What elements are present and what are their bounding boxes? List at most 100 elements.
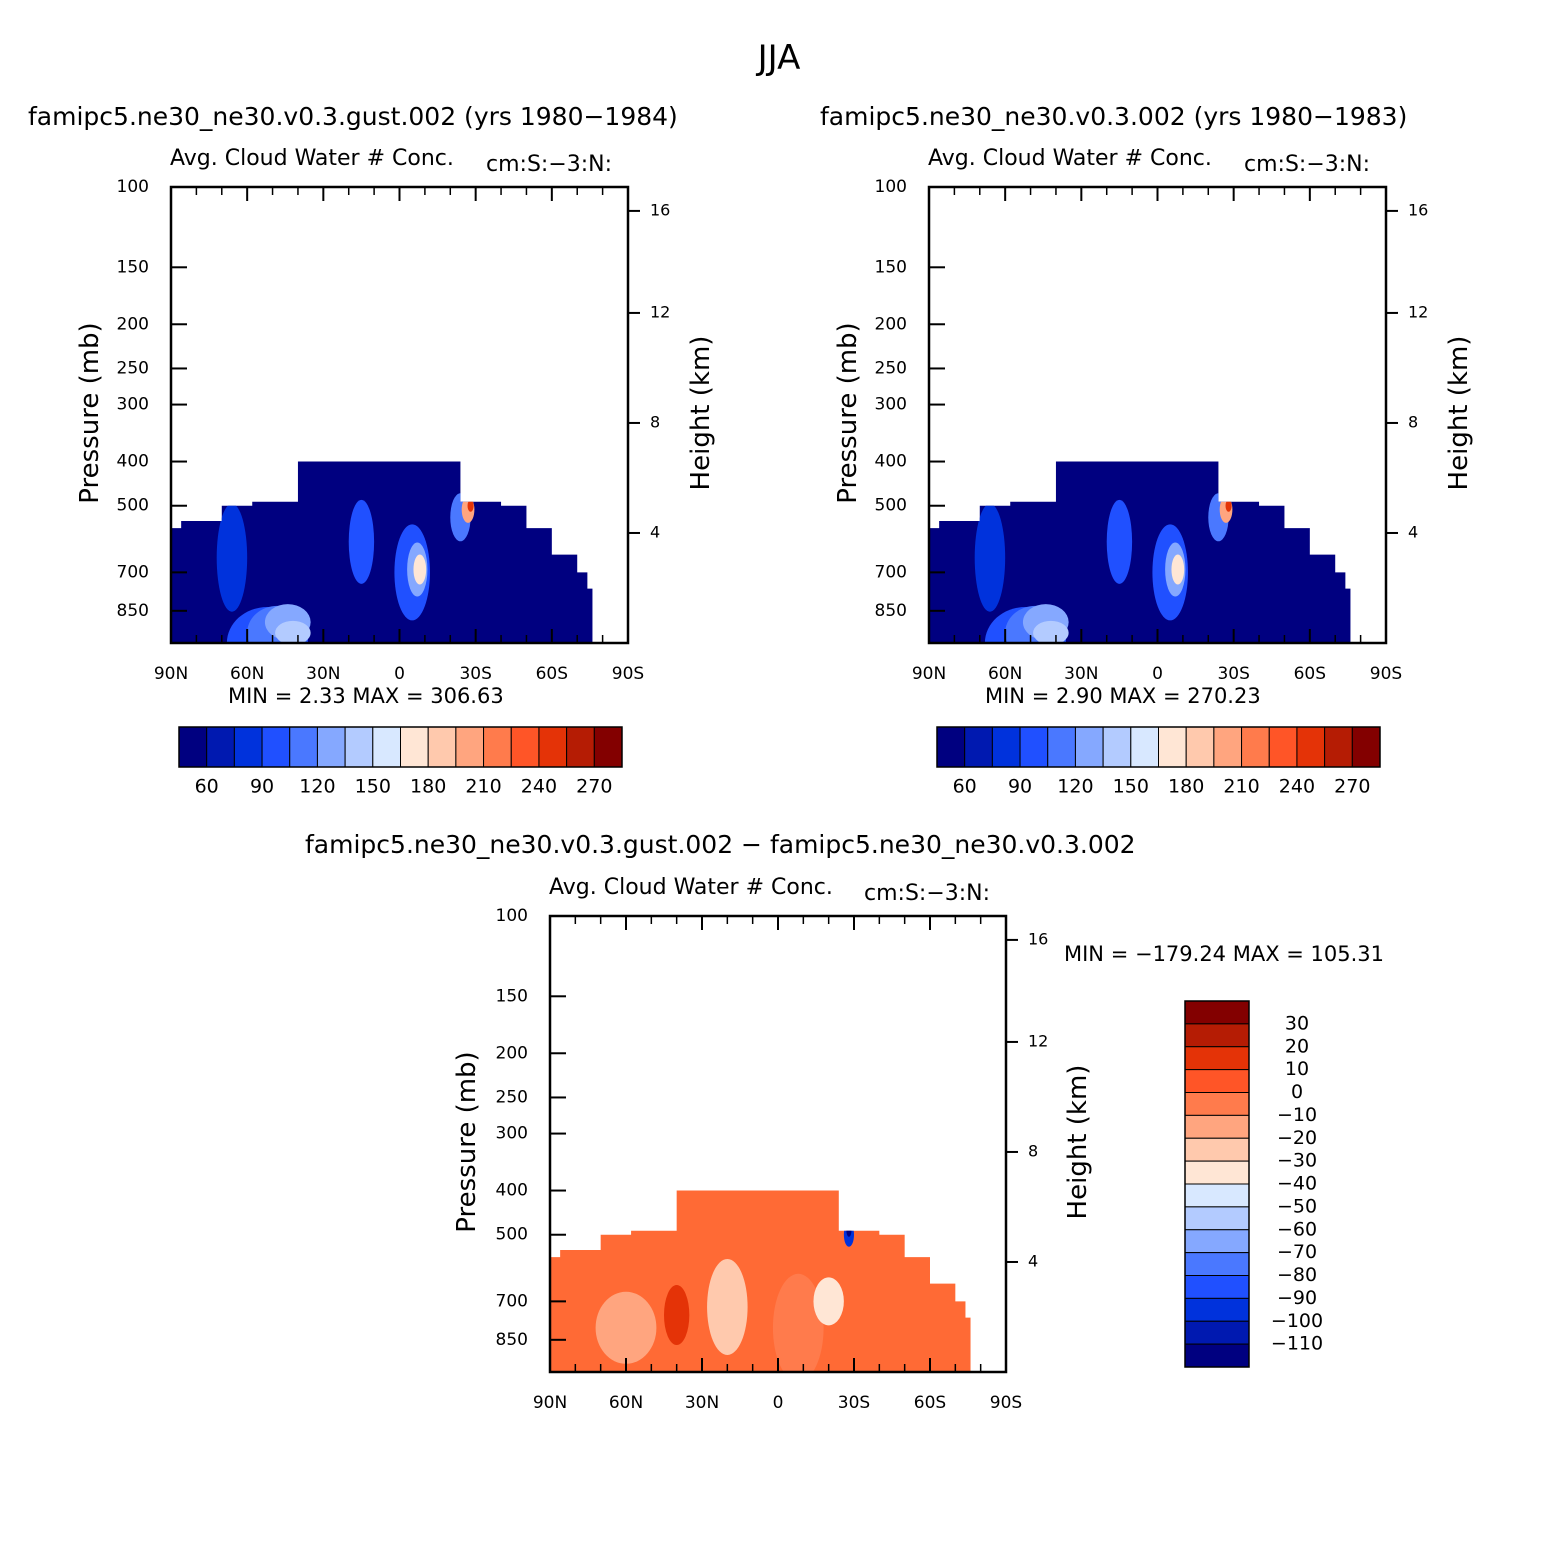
colorbar-2-swatch — [936, 726, 966, 768]
colorbar-1-swatch — [233, 726, 263, 768]
field-contour — [1033, 620, 1069, 643]
panel-1-field — [171, 461, 593, 643]
colorbar-label: −70 — [1277, 1241, 1317, 1263]
x-tick-label: 90S — [990, 1393, 1022, 1413]
colorbar-label: 240 — [1279, 776, 1315, 798]
colorbar-label: 90 — [250, 776, 274, 798]
y2-tick-label: 4 — [1408, 522, 1418, 541]
colorbar-2-swatch — [1074, 726, 1104, 768]
x-tick-label: 60N — [230, 664, 264, 684]
colorbar-1-frame — [178, 726, 623, 768]
y-tick-label: 100 — [496, 906, 528, 926]
colorbar-3-swatch — [1184, 1137, 1250, 1162]
field-contour — [348, 499, 375, 584]
page-title: JJA — [757, 38, 801, 78]
colorbar-3-swatch — [1184, 1114, 1250, 1139]
panel-3-ylabel-left: Pressure (mb) — [452, 1051, 482, 1233]
x-tick-label: 30N — [306, 664, 340, 684]
colorbar-1-swatch — [289, 726, 318, 768]
field-contour — [216, 503, 248, 612]
panel-1-units: cm:S:−3:N: — [486, 152, 613, 177]
x-tick-label: 30N — [1064, 664, 1098, 684]
x-tick-label: 60S — [1294, 664, 1326, 684]
panel-2-field — [929, 461, 1351, 643]
colorbar-label: 20 — [1285, 1035, 1309, 1057]
field-contour — [974, 503, 1006, 612]
colorbar-label: 210 — [1223, 776, 1259, 798]
colorbar-2-frame — [936, 726, 1381, 768]
y2-tick-label: 8 — [1028, 1141, 1038, 1160]
x-tick-label: 60S — [914, 1393, 946, 1413]
colorbar-2-swatch — [1185, 726, 1215, 768]
y2-tick-label: 4 — [1028, 1251, 1038, 1270]
y-tick-label: 500 — [117, 496, 149, 516]
colorbar-label: 180 — [1168, 776, 1204, 798]
colorbar-3-swatch — [1184, 1320, 1250, 1345]
colorbar-label: −90 — [1277, 1287, 1317, 1309]
colorbar-label: 270 — [576, 776, 612, 798]
x-tick-label: 90S — [612, 664, 644, 684]
y-tick-label: 200 — [496, 1043, 528, 1063]
y-tick-label: 200 — [875, 314, 907, 334]
colorbar-label: 150 — [1113, 776, 1149, 798]
field-contour — [1225, 499, 1232, 512]
y-tick-label: 100 — [117, 177, 149, 197]
colorbar-3-swatch — [1184, 1069, 1250, 1093]
field-contour — [467, 499, 474, 512]
colorbar-2-swatch — [1324, 726, 1353, 768]
y2-tick-label: 16 — [650, 200, 670, 219]
panel-1-plot — [169, 185, 640, 645]
x-tick-label: 90N — [154, 664, 188, 684]
colorbar-label: 180 — [410, 776, 446, 798]
panel-3-case-title: famipc5.ne30_ne30.v0.3.gust.002 − famipc… — [305, 830, 1136, 859]
field-contour — [1171, 554, 1185, 585]
colorbar-label: 210 — [465, 776, 501, 798]
y-tick-label: 700 — [875, 562, 907, 582]
colorbar-2-swatch — [1158, 726, 1187, 768]
colorbar-2-swatch — [1241, 726, 1270, 768]
colorbar-3-swatch — [1184, 1092, 1250, 1116]
colorbar-2-swatch — [1268, 726, 1298, 768]
x-tick-label: 0 — [773, 1393, 784, 1413]
colorbar-3-swatch — [1184, 1023, 1250, 1048]
colorbar-label: 0 — [1291, 1081, 1303, 1103]
colorbar-1-swatch — [427, 726, 457, 768]
y-tick-label: 700 — [117, 562, 149, 582]
colorbar-label: −20 — [1277, 1127, 1317, 1149]
colorbar-label: 270 — [1334, 776, 1370, 798]
y-tick-label: 850 — [496, 1330, 528, 1350]
y-tick-label: 300 — [875, 395, 907, 415]
colorbar-label: −10 — [1277, 1104, 1317, 1126]
x-tick-label: 30N — [685, 1393, 719, 1413]
panel-2-case-title: famipc5.ne30_ne30.v0.3.002 (yrs 1980−198… — [820, 102, 1408, 131]
field-contour — [707, 1258, 748, 1355]
y-tick-label: 400 — [117, 452, 149, 472]
colorbar-1-swatch — [538, 726, 568, 768]
colorbar-1-swatch — [455, 726, 485, 768]
panel-3-ylabel-right: Height (km) — [1063, 1064, 1093, 1220]
colorbar-1-swatch — [566, 726, 595, 768]
y2-tick-label: 12 — [650, 302, 670, 321]
colorbar-1-swatch — [372, 726, 401, 768]
y2-tick-label: 12 — [1408, 302, 1428, 321]
y-tick-label: 250 — [875, 358, 907, 378]
panel-3-units: cm:S:−3:N: — [864, 881, 991, 906]
colorbar-3-frame — [1184, 1000, 1250, 1368]
field-contour — [813, 1277, 844, 1326]
field-contour — [846, 1224, 852, 1237]
y-tick-label: 850 — [117, 601, 149, 621]
colorbar-1-swatch — [483, 726, 512, 768]
y-tick-label: 500 — [875, 496, 907, 516]
colorbar-2-swatch — [991, 726, 1021, 768]
field-contour — [275, 620, 311, 643]
x-tick-label: 0 — [1152, 664, 1163, 684]
y2-tick-label: 16 — [1408, 200, 1428, 219]
colorbar-label: 90 — [1008, 776, 1032, 798]
x-tick-label: 90N — [533, 1393, 567, 1413]
colorbar-2-swatch — [1351, 726, 1381, 768]
panel-2-plot — [927, 185, 1398, 645]
y2-tick-label: 16 — [1028, 929, 1048, 948]
colorbar-1-swatch — [316, 726, 346, 768]
x-tick-label: 60S — [536, 664, 568, 684]
